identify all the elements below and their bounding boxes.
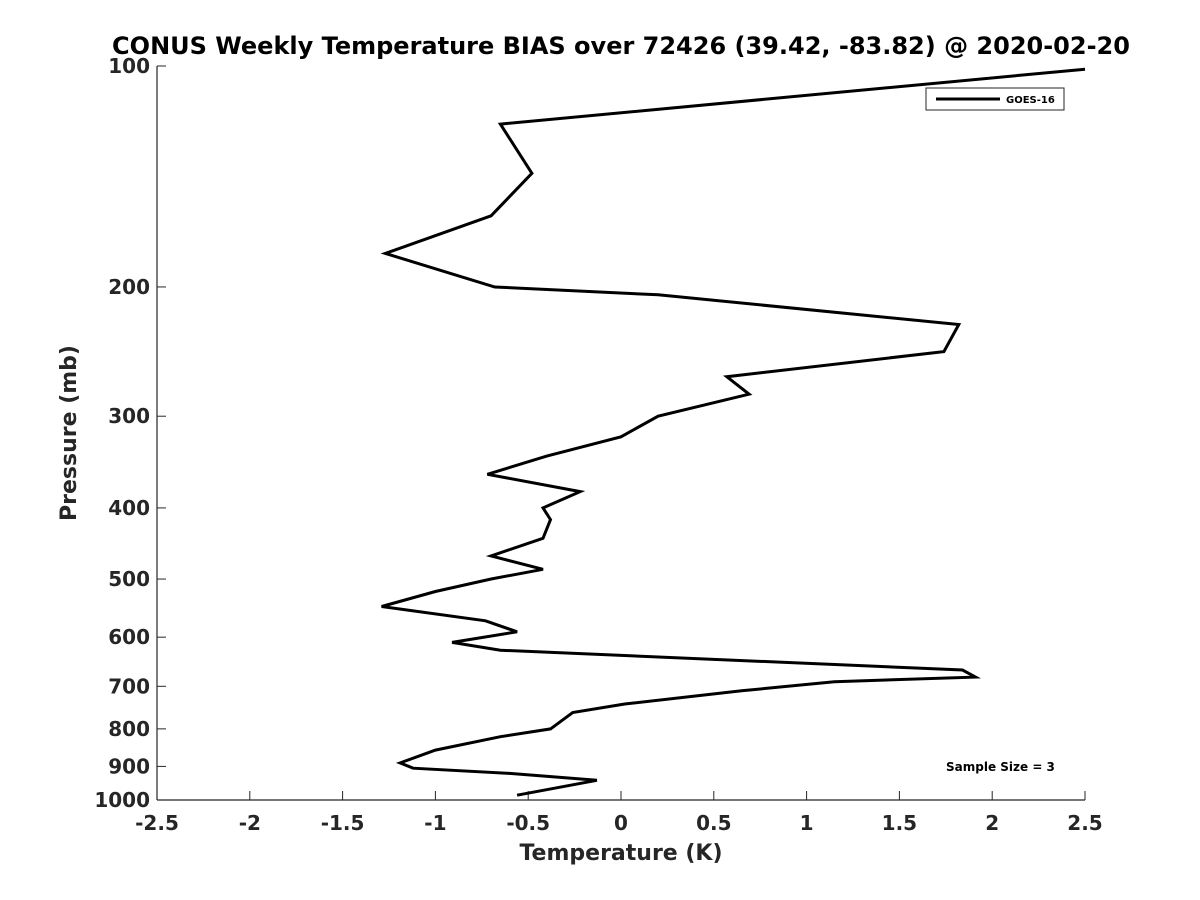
y-tick-label: 1000: [94, 788, 150, 812]
x-tick-label: 1: [800, 811, 814, 835]
x-tick-label: 0.5: [696, 811, 731, 835]
y-tick-label: 500: [108, 567, 150, 591]
x-tick-label: -1: [424, 811, 446, 835]
chart-title: CONUS Weekly Temperature BIAS over 72426…: [112, 32, 1130, 60]
x-axis-label: Temperature (K): [519, 841, 722, 866]
y-tick-label: 600: [108, 625, 150, 649]
x-tick-label: 1.5: [882, 811, 917, 835]
y-tick-label: 700: [108, 674, 150, 698]
sample-size-annotation: Sample Size = 3: [946, 760, 1055, 774]
series-layer: [380, 67, 1086, 797]
x-axis-ticks: -2.5 -2 -1.5 -1 -0.5 0 0.5 1 1.5 2 2.5: [135, 791, 1103, 835]
y-axis-label: Pressure (mb): [57, 345, 82, 521]
y-axis-ticks: 100 200 300 400 500 600 700 800 900 1000: [94, 54, 166, 812]
y-tick-label: 200: [108, 275, 150, 299]
y-tick-label: 300: [108, 404, 150, 428]
series-line-goes-16: [380, 67, 1086, 797]
x-tick-label: 2.5: [1067, 811, 1102, 835]
y-tick-label: 100: [108, 54, 150, 78]
legend-label-goes-16: GOES-16: [1006, 95, 1055, 106]
x-tick-label: -2: [239, 811, 261, 835]
y-tick-label: 400: [108, 496, 150, 520]
x-tick-label: 0: [614, 811, 628, 835]
legend: GOES-16: [925, 87, 1065, 111]
x-tick-label: -0.5: [506, 811, 550, 835]
x-tick-label: -2.5: [135, 811, 179, 835]
y-tick-label: 800: [108, 717, 150, 741]
x-tick-label: 2: [985, 811, 999, 835]
y-tick-label: 900: [108, 754, 150, 778]
x-tick-label: -1.5: [321, 811, 365, 835]
